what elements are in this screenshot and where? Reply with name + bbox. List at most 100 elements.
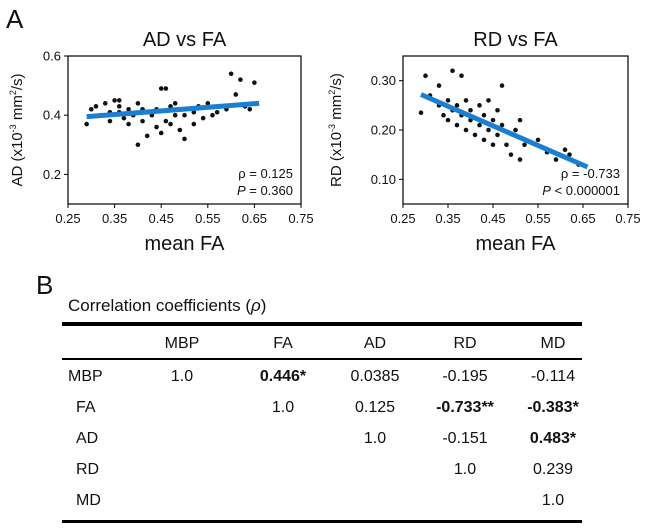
data-point — [522, 142, 527, 148]
data-point — [116, 104, 122, 109]
table-cell: 1.0 — [170, 368, 194, 385]
stat-p-label: P — [542, 183, 551, 198]
chart-title: RD vs FA — [473, 29, 558, 51]
y-tick-label: 0.10 — [371, 172, 396, 187]
table-cell: 1.0 — [541, 492, 565, 509]
data-point — [177, 127, 183, 133]
data-point — [107, 118, 113, 124]
table-cell: 1.0 — [453, 461, 477, 478]
data-point — [191, 109, 197, 115]
table-caption: Correlation coefficients (ρ) — [68, 296, 266, 316]
data-point — [472, 132, 478, 138]
table-header-cell: MBP — [164, 335, 200, 352]
data-point — [210, 112, 215, 118]
data-point — [121, 115, 127, 121]
data-point — [182, 136, 187, 142]
stat-p-value: < 0.000001 — [551, 183, 620, 198]
data-point — [163, 118, 169, 124]
data-point — [252, 80, 257, 85]
y-axis-label-superscript: 2 — [8, 90, 18, 95]
y-axis-label-part: /s) — [9, 73, 26, 90]
data-point — [168, 104, 173, 109]
data-point — [513, 127, 518, 133]
data-point — [504, 142, 509, 148]
data-point — [233, 92, 239, 97]
x-tick-label: 0.45 — [480, 211, 505, 226]
x-tick-label: 0.35 — [102, 211, 127, 226]
x-tick-label: 0.75 — [615, 211, 640, 226]
data-point — [112, 98, 117, 103]
table-cell: 0.483* — [529, 430, 577, 447]
data-point — [468, 107, 473, 113]
table-header-rule — [62, 358, 582, 360]
data-point — [486, 127, 491, 133]
fit-line — [420, 92, 589, 170]
stat-p-value: = 0.360 — [246, 183, 293, 198]
table-row-label: RD — [76, 461, 100, 478]
y-axis-label-part: mm — [9, 95, 26, 124]
data-point — [168, 121, 173, 127]
data-point — [93, 104, 99, 109]
data-point — [477, 122, 482, 128]
data-point — [158, 130, 164, 136]
y-tick-label: 0.20 — [371, 123, 396, 138]
y-axis-label-superscript: -3 — [327, 124, 337, 132]
data-point — [499, 83, 505, 88]
data-point — [135, 142, 141, 148]
table-cell: 0.125 — [354, 399, 396, 416]
data-point — [450, 68, 455, 74]
data-point — [247, 106, 253, 112]
data-point — [562, 147, 568, 153]
table-bottom-rule — [62, 520, 582, 523]
data-point — [454, 103, 460, 108]
data-point — [418, 110, 424, 116]
y-axis-label-part: AD (x10 — [9, 132, 26, 186]
y-axis-label-part: /s) — [328, 73, 345, 90]
data-point — [481, 137, 487, 143]
data-point — [490, 117, 496, 123]
data-point — [191, 121, 197, 127]
table-cell: 0.0385 — [350, 368, 400, 385]
x-tick-label: 0.75 — [288, 211, 313, 226]
table-row-label: MBP — [68, 368, 103, 385]
stat-rho: ρ = -0.733 — [561, 166, 620, 181]
data-point — [158, 86, 164, 91]
table-caption-prefix: Correlation coefficients ( — [68, 296, 251, 315]
x-tick-label: 0.45 — [149, 211, 174, 226]
data-point — [499, 122, 505, 128]
ad-vs-fa-chart: AD vs FA 0.25 0.35 0.45 0.55 0.65 0.75 0.2 0.4 0.… — [8, 29, 314, 255]
x-tick-label: 0.55 — [195, 211, 220, 226]
data-point — [454, 122, 460, 128]
data-point — [135, 101, 141, 106]
table-cell: 1.0 — [271, 399, 295, 416]
table-top-rule — [62, 322, 582, 326]
table-header-cell: AD — [363, 335, 387, 352]
data-point — [477, 103, 482, 108]
data-point — [423, 73, 428, 79]
y-axis-label-superscript: 2 — [327, 90, 337, 95]
data-point — [463, 98, 469, 103]
data-point — [140, 118, 145, 124]
data-point — [154, 124, 159, 130]
data-point — [436, 83, 442, 88]
x-tick-label: 0.25 — [390, 211, 415, 226]
panel-letter-b: B — [36, 270, 54, 300]
data-point — [84, 121, 89, 127]
data-point — [481, 112, 487, 118]
fit-line — [86, 100, 260, 120]
data-point — [441, 112, 446, 118]
data-point — [182, 112, 187, 118]
data-point — [445, 117, 451, 123]
table-row-label: MD — [76, 492, 101, 509]
table-cell: -0.195 — [442, 368, 488, 385]
data-point — [172, 101, 178, 106]
stat-p: P = 0.360 — [237, 183, 293, 198]
data-point — [517, 157, 523, 162]
x-axis-label: mean FA — [475, 233, 556, 255]
x-tick-label: 0.65 — [570, 211, 595, 226]
table-cell: 0.446* — [259, 368, 307, 385]
table-cell: -0.151 — [442, 430, 488, 447]
data-point — [535, 137, 541, 143]
data-point — [205, 101, 211, 106]
stat-p-label: P — [237, 183, 246, 198]
